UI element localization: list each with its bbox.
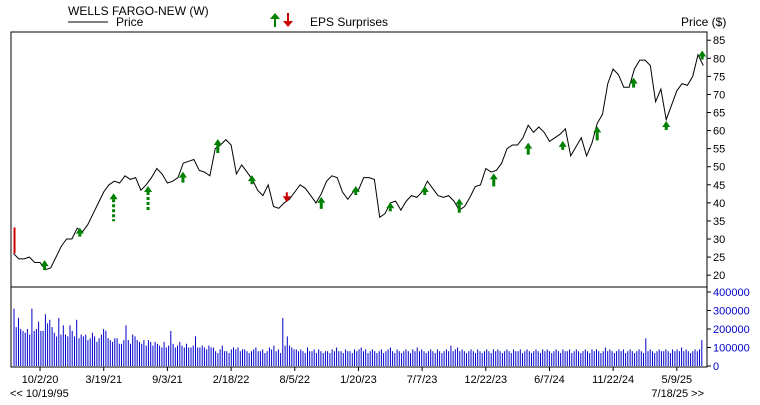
date-tick-label: 5/9/25 (662, 374, 693, 386)
price-tick-label: 80 (713, 53, 725, 65)
eps-legend-down-arrow-icon (283, 13, 293, 27)
volume-tick-label: 0 (713, 361, 719, 373)
eps-arrow-head (213, 139, 222, 146)
date-axis: 10/2/20 3/19/21 9/3/21 2/18/22 8/5/22 1/20/23… (22, 367, 692, 386)
eps-arrow-head (247, 175, 256, 182)
eps-arrow-head (558, 140, 567, 147)
eps-up-arrow-icon (629, 77, 638, 88)
price-tick-label: 60 (713, 126, 725, 138)
eps-arrow-head (178, 171, 187, 178)
eps-up-arrow-icon (524, 142, 533, 155)
eps-arrow-head (109, 193, 118, 200)
date-tick-label: 8/5/22 (279, 374, 310, 386)
price-tick-label: 65 (713, 108, 725, 120)
eps-arrow-head (593, 126, 602, 133)
eps-up-arrow-icon (75, 227, 84, 237)
volume-tick-label: 300000 (713, 306, 750, 318)
eps-up-arrow-icon (420, 186, 429, 196)
date-tick-label: 2/18/22 (213, 374, 250, 386)
price-tick-label: 85 (713, 35, 725, 47)
volume-tick-label: 100000 (713, 343, 750, 355)
eps-legend-up-arrow-icon (270, 13, 280, 27)
eps-up-arrow-icon (213, 139, 222, 154)
price-tick-label: 30 (713, 234, 725, 246)
volume-tick-label: 400000 (713, 287, 750, 299)
eps-up-arrow-icon (178, 171, 187, 183)
date-tick-label: 6/7/24 (534, 374, 565, 386)
eps-arrow-head (144, 186, 153, 193)
eps-up-arrow-icon (455, 198, 464, 213)
eps-arrow-head (455, 198, 464, 205)
date-tick-label: 1/20/23 (340, 374, 377, 386)
volume-axis: 0 100000 200000 300000 400000 (707, 287, 750, 373)
date-tick-label: 3/19/21 (85, 374, 122, 386)
eps-up-arrow-icon (40, 260, 49, 271)
price-tick-label: 50 (713, 162, 725, 174)
eps-legend-label: EPS Surprises (310, 15, 388, 29)
price-tick-label: 20 (713, 270, 725, 282)
price-tick-label: 25 (713, 252, 725, 264)
eps-markers (40, 50, 707, 271)
plot-frame (10, 31, 708, 368)
chart-title: WELLS FARGO-NEW (W) (68, 4, 209, 18)
price-tick-label: 45 (713, 180, 725, 192)
price-tick-label: 70 (713, 89, 725, 101)
price-axis-title: Price ($) (681, 15, 726, 29)
price-line (13, 53, 704, 271)
eps-arrow-head (629, 77, 638, 84)
eps-up-arrow-icon (144, 186, 153, 211)
eps-up-arrow-icon (109, 193, 118, 222)
price-tick-label: 75 (713, 71, 725, 83)
eps-arrow-head (420, 186, 429, 193)
price-legend-label: Price (116, 15, 144, 29)
range-start-label[interactable]: << 10/19/95 (10, 388, 69, 400)
eps-arrow-head (40, 260, 49, 267)
date-tick-label: 11/22/24 (592, 374, 634, 386)
price-tick-label: 40 (713, 198, 725, 210)
date-tick-label: 7/7/23 (407, 374, 438, 386)
date-tick-label: 10/2/20 (22, 374, 59, 386)
eps-arrow-head (351, 186, 360, 193)
eps-up-arrow-icon (351, 186, 360, 196)
eps-up-arrow-icon (247, 175, 256, 185)
eps-up-arrow-icon (317, 196, 326, 209)
date-tick-label: 12/22/23 (464, 374, 507, 386)
eps-up-arrow-icon (489, 173, 498, 187)
price-tick-label: 55 (713, 144, 725, 156)
price-series (13, 53, 704, 271)
volume-tick-label: 200000 (713, 324, 750, 336)
eps-up-arrow-icon (558, 140, 567, 150)
date-tick-label: 9/3/21 (152, 374, 183, 386)
eps-arrow-head (75, 227, 84, 234)
eps-up-arrow-icon (593, 126, 602, 141)
eps-arrow-head (317, 196, 326, 203)
eps-arrow-head (662, 120, 671, 127)
eps-up-arrow-icon (662, 120, 671, 130)
eps-up-arrow-icon (698, 50, 707, 60)
volume-bars (13, 308, 703, 366)
range-end-label[interactable]: 7/18/25 >> (651, 388, 704, 400)
eps-arrow-head (524, 142, 533, 149)
eps-arrow-head (386, 202, 395, 209)
eps-arrow-head (698, 50, 707, 57)
eps-down-arrow-icon (282, 192, 291, 203)
price-tick-label: 35 (713, 216, 725, 228)
eps-up-arrow-icon (386, 202, 395, 212)
eps-arrow-head (489, 173, 498, 180)
price-axis: 20 25 30 35 40 45 50 55 60 65 70 75 80 85 (707, 35, 725, 282)
eps-arrow-head (282, 196, 291, 203)
